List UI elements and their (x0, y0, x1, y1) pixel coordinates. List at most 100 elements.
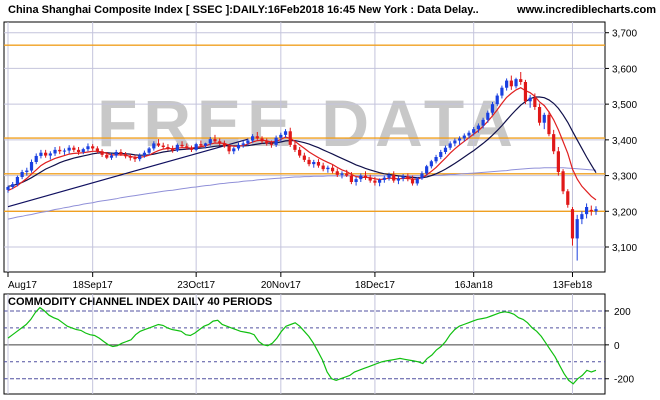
trendline (7, 138, 249, 208)
candle-body (575, 219, 579, 239)
candle-body (20, 172, 24, 177)
cci-panel-border (3, 293, 606, 395)
candle-body (307, 159, 311, 165)
candle-body (420, 173, 424, 179)
candle-body (100, 151, 104, 155)
candle-body (584, 207, 589, 215)
cci-series (7, 306, 597, 385)
candle-body (481, 119, 485, 126)
candle-body (448, 143, 452, 148)
candle-body (44, 152, 48, 156)
candle-body (373, 180, 377, 183)
candle-body (227, 146, 231, 152)
candle-body (260, 138, 264, 142)
cci-grid (7, 294, 573, 394)
candle-body (180, 144, 184, 147)
date-tick-label: 23Oct17 (177, 280, 215, 291)
candle-body (519, 79, 523, 82)
date-axis: Aug17 18Sep17 23Oct17 20Nov17 18Dec17 16Jan18… (7, 272, 593, 291)
site-label[interactable]: www.incrediblecharts.com (516, 4, 656, 16)
candle-body (67, 147, 71, 151)
candle-body (490, 104, 495, 113)
candle-body (552, 134, 556, 152)
candle-body (500, 87, 504, 96)
candle-body (255, 136, 259, 139)
candle-body (241, 143, 245, 145)
cci-y-axis: 200 0 -200 (605, 307, 634, 386)
candle-body (349, 175, 353, 182)
candle-body (298, 149, 302, 156)
candle-body (340, 173, 344, 175)
candle-body (589, 209, 593, 212)
candle-body (368, 177, 372, 181)
candle-body (124, 154, 128, 157)
candle-body (53, 149, 57, 154)
candle-body (95, 148, 99, 152)
candle-body (171, 148, 175, 151)
candle-body (147, 148, 151, 153)
chart-title: China Shanghai Composite Index [ SSEC ]:… (8, 4, 479, 16)
candle-body (467, 132, 471, 136)
candle-body (105, 154, 109, 158)
candle-body (547, 114, 551, 135)
candle-body (462, 135, 466, 139)
candle-body (109, 155, 114, 158)
candle-body (138, 155, 142, 160)
candle-body (570, 209, 575, 239)
candle-body (523, 82, 528, 102)
candle-body (199, 144, 203, 146)
moving-averages (7, 87, 597, 220)
candle-body (133, 157, 137, 160)
price-y-tick-label: 3,600 (612, 64, 637, 75)
date-tick-label: 18Sep17 (73, 280, 113, 291)
candle-body (486, 112, 490, 120)
candle-body (251, 136, 255, 141)
candle-body (335, 171, 339, 175)
candle-body (429, 161, 433, 167)
candle-body (556, 151, 560, 172)
candle-body (326, 167, 330, 170)
candle-body (439, 152, 443, 157)
price-y-axis: 3,100 3,200 3,300 3,400 3,500 3,600 3,700 (605, 29, 637, 254)
candle-body (156, 143, 161, 146)
candle-body (354, 179, 358, 182)
candle-body (29, 162, 34, 171)
candle-body (39, 152, 43, 156)
horizontal-lines (4, 44, 605, 212)
candle-body (222, 143, 226, 147)
candle-body (11, 184, 15, 187)
candlesticks (6, 72, 598, 261)
candle-body (406, 176, 410, 180)
cci-title: COMMODITY CHANNEL INDEX DAILY 40 PERIODS (8, 296, 272, 308)
price-y-tick-label: 3,300 (612, 172, 637, 183)
candle-body (175, 144, 179, 151)
candle-body (6, 187, 10, 190)
candle-body (410, 179, 415, 184)
date-tick-label: 16Jan18 (455, 280, 494, 291)
candle-body (218, 141, 222, 144)
candle-body (392, 174, 396, 181)
candle-body (72, 147, 76, 150)
candle-body (269, 143, 274, 145)
candle-body (594, 209, 598, 212)
candle-body (189, 147, 194, 150)
price-panel-border (3, 21, 606, 273)
candle-body (279, 134, 283, 138)
price-y-tick-label: 3,700 (612, 29, 637, 40)
candle-body (86, 146, 90, 150)
candle-body (321, 165, 325, 170)
price-y-tick-label: 3,400 (612, 136, 637, 147)
price-y-tick-label: 3,200 (612, 207, 637, 218)
candle-body (509, 80, 513, 87)
ma-long-line (7, 167, 597, 220)
candle-body (401, 176, 405, 179)
candle-body (505, 80, 509, 88)
candle-body (34, 155, 38, 162)
candle-body (265, 141, 269, 144)
candle-body (91, 146, 95, 149)
date-tick-label: 18Dec17 (355, 280, 395, 291)
candle-body (514, 79, 518, 87)
candle-body (246, 140, 250, 144)
candle-body (302, 155, 306, 160)
